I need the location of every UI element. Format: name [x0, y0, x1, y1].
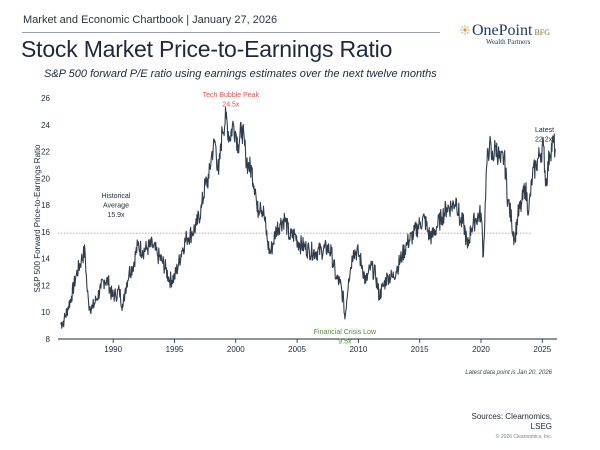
y-tick-label: 10 [41, 308, 50, 317]
sources-line-1: Sources: Clearnomics, [471, 412, 552, 421]
x-tick-label: 2025 [533, 345, 551, 354]
page-subtitle: S&P 500 forward P/E ratio using earnings… [44, 68, 437, 80]
x-tick-label: 2010 [349, 345, 367, 354]
annotation-peak-line: 24.5x [222, 102, 240, 109]
page-title: Stock Market Price-to-Earnings Ratio [21, 36, 393, 62]
x-tick-label: 2015 [411, 345, 429, 354]
copyright-note: © 2026 Clearnomics, Inc. [495, 434, 552, 440]
pe-ratio-series-line [60, 106, 556, 329]
logo-wordmark: OnePoint BFG [472, 22, 550, 40]
y-tick-label: 22 [41, 148, 50, 157]
y-tick-label: 8 [46, 335, 51, 344]
axis-layer: 8 10 12 14 16 18 20 22 24 26 1990 1995 2000 2005 2010 2… [33, 94, 557, 354]
sunburst-icon [460, 25, 470, 35]
company-logo: OnePoint BFG Wealth Partners [460, 22, 580, 50]
logo-name: OnePoint [472, 22, 533, 39]
y-tick-label: 20 [41, 174, 50, 183]
annotation-layer: Tech Bubble Peak 24.5x Historical Average 15… [102, 92, 555, 345]
header-divider [22, 32, 440, 33]
y-tick-label: 14 [41, 255, 50, 264]
y-axis-title: S&P 500 Forward Price-to-Earnings Ratio [33, 144, 42, 292]
annotation-average-line: Average [103, 203, 129, 210]
series-layer [60, 106, 556, 329]
y-tick-label: 26 [41, 94, 50, 103]
x-tick-label: 1990 [104, 345, 122, 354]
y-tick-label: 24 [41, 121, 50, 130]
logo-tagline: Wealth Partners [486, 38, 531, 46]
x-tick-label: 2000 [227, 345, 245, 354]
y-tick-label: 12 [41, 281, 50, 290]
sources-note: Sources: Clearnomics, LSEG [450, 412, 552, 432]
y-tick-label: 18 [41, 201, 50, 210]
annotation-trough-line: 9.5x [338, 338, 352, 345]
logo-suffix: BFG [534, 28, 551, 37]
annotation-peak-line: Tech Bubble Peak [203, 92, 260, 99]
annotation-latest-line: 22.2x [535, 137, 553, 144]
chartbook-header: Market and Economic Chartbook | January … [23, 14, 278, 26]
annotation-average-line: Historical [102, 193, 131, 200]
annotation-average-line: 15.9x [107, 212, 125, 219]
annotation-latest-line: Latest [535, 127, 554, 134]
x-tick-label: 1995 [166, 345, 184, 354]
sources-line-2: LSEG [530, 422, 552, 431]
x-tick-label: 2005 [288, 345, 306, 354]
latest-data-note: Latest data point is Jan 20, 2026 [465, 370, 552, 376]
annotation-trough-line: Financial Crisis Low [314, 329, 377, 336]
x-tick-label: 2020 [472, 345, 490, 354]
y-tick-label: 16 [41, 228, 50, 237]
